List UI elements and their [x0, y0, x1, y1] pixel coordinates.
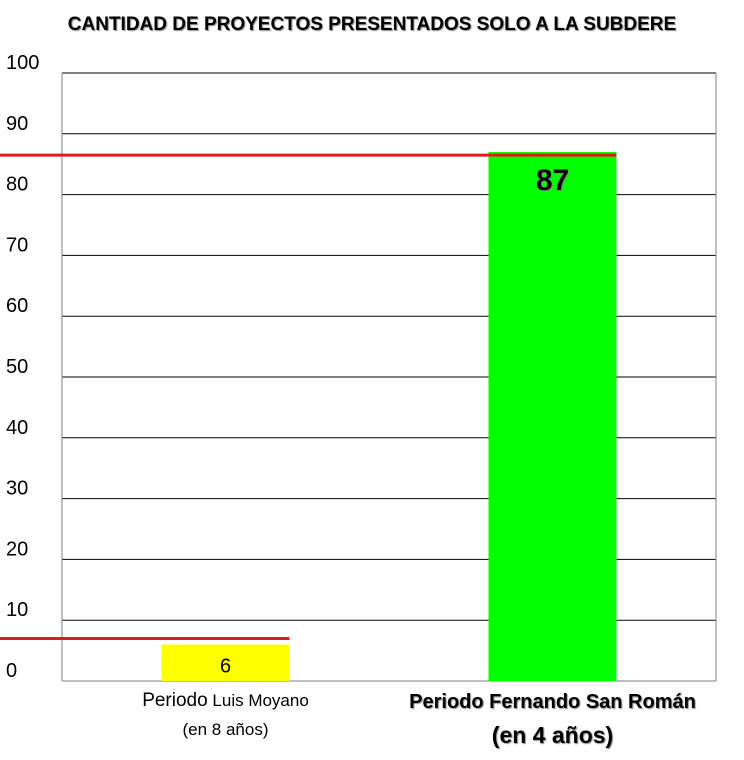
- bar-1: [161, 644, 290, 681]
- category-label-1-line2: (en 8 años): [183, 720, 269, 739]
- category-label-2-line2: (en 4 años): [492, 722, 613, 748]
- y-tick-label: 80: [6, 174, 28, 196]
- y-tick-label: 50: [6, 356, 28, 378]
- data-labels: 6 87: [220, 164, 569, 677]
- data-label-2: 87: [536, 164, 569, 197]
- bar-2: [488, 152, 617, 682]
- y-axis-tick-labels: 0 10 20 30 40 50 60 70 80 90 100: [6, 52, 39, 682]
- y-tick-label: 0: [6, 660, 17, 682]
- y-tick-label: 60: [6, 295, 28, 317]
- category-label-1-line1: Periodo Luis Moyano: [142, 690, 309, 711]
- chart-title: CANTIDAD DE PROYECTOS PRESENTADOS SOLO A…: [68, 14, 676, 35]
- y-tick-label: 30: [6, 478, 28, 500]
- y-tick-label: 20: [6, 538, 28, 560]
- y-tick-label: 100: [6, 52, 39, 74]
- y-tick-label: 70: [6, 234, 28, 256]
- gridlines: [62, 72, 716, 621]
- data-label-1: 6: [220, 656, 231, 678]
- category-label-2-line1: Periodo Fernando San Román: [409, 691, 696, 713]
- y-tick-label: 10: [6, 599, 28, 621]
- reference-lines: [0, 153, 617, 640]
- bars: [161, 152, 617, 682]
- category-labels: Periodo Luis Moyano (en 8 años) Periodo Fe…: [142, 690, 696, 748]
- y-tick-label: 90: [6, 113, 28, 135]
- y-tick-label: 40: [6, 417, 28, 439]
